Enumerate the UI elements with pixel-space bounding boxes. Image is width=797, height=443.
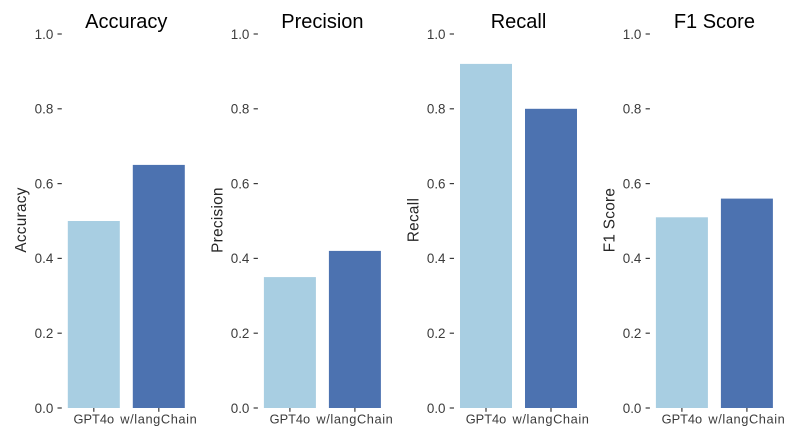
svg-text:0.4: 0.4 [427, 251, 446, 266]
svg-text:Precision: Precision [281, 11, 363, 33]
svg-text:0.6: 0.6 [231, 176, 250, 191]
svg-text:0.4: 0.4 [623, 251, 642, 266]
svg-text:0.6: 0.6 [35, 176, 54, 191]
svg-text:0.2: 0.2 [623, 326, 642, 341]
svg-text:w/langChain: w/langChain [315, 412, 393, 427]
svg-text:1.0: 1.0 [231, 27, 250, 42]
svg-text:GPT4o: GPT4o [74, 412, 115, 427]
svg-text:1.0: 1.0 [623, 27, 642, 42]
svg-text:Accuracy: Accuracy [13, 187, 30, 252]
svg-text:GPT4o: GPT4o [662, 412, 703, 427]
svg-text:0.2: 0.2 [35, 326, 54, 341]
svg-text:0.2: 0.2 [427, 326, 446, 341]
svg-text:Accuracy: Accuracy [85, 11, 167, 33]
svg-text:Recall: Recall [405, 198, 422, 242]
svg-text:0.8: 0.8 [231, 102, 250, 117]
svg-text:0.6: 0.6 [623, 176, 642, 191]
svg-text:Recall: Recall [491, 11, 547, 33]
svg-text:0.2: 0.2 [231, 326, 250, 341]
svg-text:GPT4o: GPT4o [270, 412, 311, 427]
svg-text:w/langChain: w/langChain [119, 412, 197, 427]
svg-text:0.8: 0.8 [623, 102, 642, 117]
svg-text:0.4: 0.4 [35, 251, 54, 266]
svg-text:w/langChain: w/langChain [511, 412, 589, 427]
svg-text:1.0: 1.0 [35, 27, 54, 42]
svg-text:F1 Score: F1 Score [674, 11, 755, 33]
svg-text:w/langChain: w/langChain [707, 412, 785, 427]
svg-text:0.0: 0.0 [427, 401, 446, 416]
svg-text:0.4: 0.4 [231, 251, 250, 266]
svg-text:0.8: 0.8 [35, 102, 54, 117]
svg-text:0.0: 0.0 [231, 401, 250, 416]
svg-text:0.0: 0.0 [623, 401, 642, 416]
svg-text:0.8: 0.8 [427, 102, 446, 117]
svg-text:0.0: 0.0 [35, 401, 54, 416]
svg-text:GPT4o: GPT4o [466, 412, 507, 427]
svg-text:Precision: Precision [209, 187, 226, 253]
svg-text:0.6: 0.6 [427, 176, 446, 191]
svg-text:1.0: 1.0 [427, 27, 446, 42]
svg-text:F1 Score: F1 Score [601, 188, 618, 252]
